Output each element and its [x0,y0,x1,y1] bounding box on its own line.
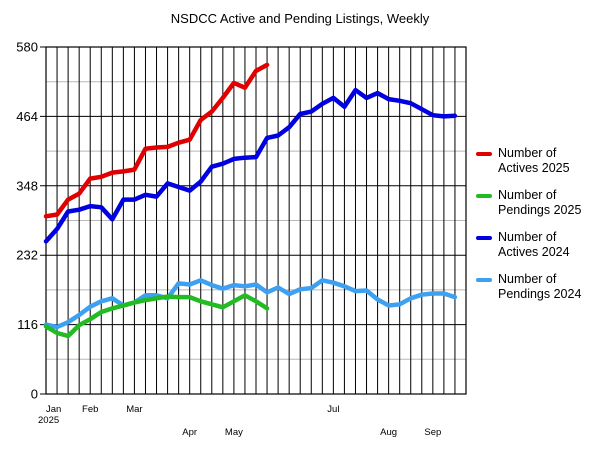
legend-swatch [476,236,492,240]
chart-title: NSDCC Active and Pending Listings, Weekl… [171,11,430,26]
legend-swatch [476,152,492,156]
y-tick-label: 464 [16,109,38,124]
x-tick-sublabel: 2025 [38,415,59,426]
y-tick-label: 232 [16,248,38,263]
series-line-number-of-actives-2024 [43,87,458,244]
legend-swatch [476,194,492,198]
y-tick-label: 580 [16,40,38,55]
legend-swatch [476,278,492,282]
y-tick-label: 0 [31,387,38,402]
legend-item-pendings-2024: Number of Pendings 2024 [476,272,594,302]
legend-label: Number of Actives 2024 [498,230,570,259]
legend-item-actives-2025: Number of Actives 2025 [476,146,594,176]
series-line-number-of-actives-2025 [43,62,270,219]
legend-item-actives-2024: Number of Actives 2024 [476,230,594,260]
y-axis: 0 116 232 348 464 580 [16,40,38,402]
legend-item-pendings-2025: Number of Pendings 2025 [476,188,594,218]
legend-label: Number of Actives 2025 [498,146,570,175]
x-tick-label: Sep [424,427,441,438]
x-tick-label: Jul [327,404,339,415]
series-line-number-of-pendings-2024 [43,278,458,330]
legend-label: Number of Pendings 2025 [498,188,582,217]
x-tick-label: Aug [380,427,397,438]
y-tick-label: 348 [16,178,38,193]
x-tick-label: Mar [126,404,142,415]
series-line-number-of-pendings-2025 [43,293,270,339]
x-tick-label: Apr [182,427,197,438]
y-tick-label: 116 [17,317,38,332]
x-tick-label: Feb [82,404,98,415]
x-tick-label: Jan [46,404,61,415]
legend-label: Number of Pendings 2024 [498,272,582,301]
legend: Number of Actives 2025 Number of Pending… [476,146,594,314]
x-tick-label: May [225,427,243,438]
series-lines [43,62,458,339]
plot-frame [45,46,467,395]
plot-grid [40,46,467,395]
